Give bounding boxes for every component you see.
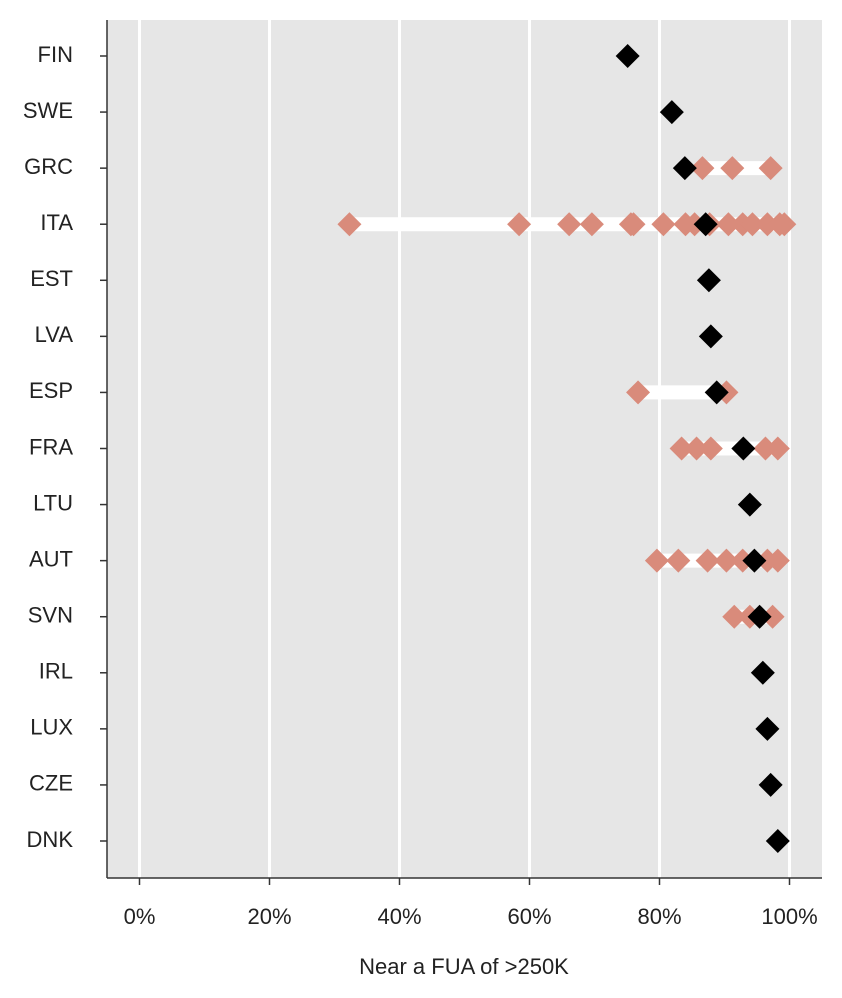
country-marker [765, 829, 790, 853]
country-marker [693, 212, 718, 237]
country-marker [742, 548, 767, 573]
country-marker [698, 324, 723, 349]
y-tick-label: DNK [27, 827, 74, 852]
y-tick-label: LUX [30, 715, 73, 740]
country-marker [731, 436, 756, 461]
region-marker [651, 212, 676, 237]
region-marker [644, 548, 669, 573]
y-tick-label: LTU [33, 490, 73, 515]
region-marker [772, 212, 797, 237]
region-marker [579, 212, 604, 237]
region-marker [740, 212, 765, 237]
region-marker [695, 548, 720, 573]
x-tick-label: 60% [507, 904, 551, 929]
y-tick-label: ESP [29, 378, 73, 403]
region-marker [758, 156, 783, 181]
y-tick-label: CZE [29, 771, 73, 796]
region-marker [765, 548, 790, 573]
region-marker [669, 436, 694, 461]
region-marker [684, 436, 709, 461]
country-marker [615, 44, 640, 68]
country-marker [696, 268, 721, 293]
country-marker [659, 100, 684, 125]
region-marker [666, 548, 691, 573]
x-tick-label: 100% [761, 904, 817, 929]
y-tick-label: SVN [28, 603, 73, 628]
y-tick-label: FIN [38, 42, 73, 67]
y-tick-label: SWE [23, 98, 73, 123]
country-marker [758, 772, 783, 797]
y-tick-label: AUT [29, 546, 73, 571]
region-marker [716, 212, 741, 237]
x-axis-title: Near a FUA of >250K [359, 954, 569, 979]
country-marker [747, 604, 772, 629]
region-marker [698, 436, 723, 461]
region-marker [507, 212, 532, 237]
y-tick-label: IRL [39, 659, 73, 684]
y-tick-label: GRC [24, 154, 73, 179]
country-marker [704, 380, 729, 405]
region-marker [621, 212, 646, 237]
x-tick-label: 40% [377, 904, 421, 929]
region-marker [722, 604, 747, 629]
country-marker [755, 716, 780, 741]
region-marker [755, 212, 780, 237]
country-marker [737, 492, 762, 517]
country-marker [672, 156, 697, 181]
x-tick-label: 20% [247, 904, 291, 929]
y-tick-label: EST [30, 266, 73, 291]
region-marker [714, 548, 739, 573]
x-tick-label: 0% [124, 904, 156, 929]
region-marker [753, 436, 778, 461]
y-tick-label: LVA [35, 322, 74, 347]
region-marker [337, 212, 362, 237]
y-tick-label: ITA [40, 210, 73, 235]
x-tick-label: 80% [637, 904, 681, 929]
country-marker [750, 660, 775, 685]
region-marker [760, 604, 785, 629]
y-tick-label: FRA [29, 434, 73, 459]
region-marker [765, 436, 790, 461]
region-marker [690, 156, 715, 181]
region-marker [557, 212, 582, 237]
region-marker [626, 380, 651, 405]
region-marker [720, 156, 745, 181]
